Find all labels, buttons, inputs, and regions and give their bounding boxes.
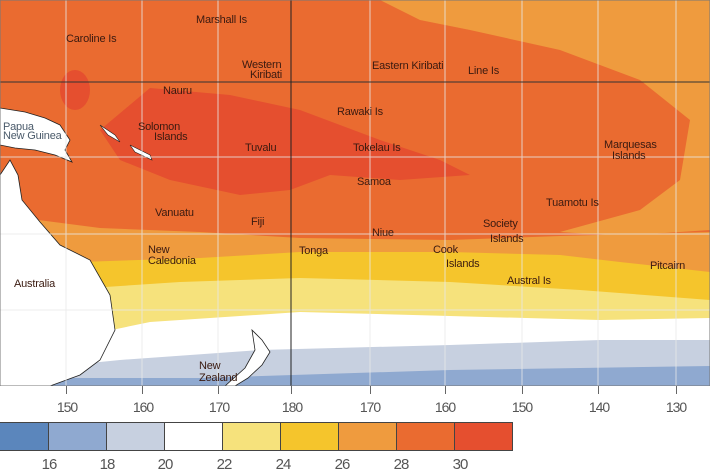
label-australia: Australia xyxy=(14,278,55,290)
sea-surface-temperature-map xyxy=(0,0,710,386)
longitude-tick-label: 140 xyxy=(588,399,610,415)
legend-swatch xyxy=(0,422,49,451)
label-pitcairn: Pitcairn xyxy=(650,260,686,272)
label-cook-islands: Islands xyxy=(446,258,480,270)
longitude-tick-label: 170 xyxy=(208,399,230,415)
legend-label: 30 xyxy=(452,456,469,473)
color-legend xyxy=(0,422,513,451)
papua-new-guinea-land xyxy=(0,107,73,163)
label-line-islands: Line Is xyxy=(468,65,500,77)
label-papua: Papua xyxy=(3,121,34,133)
label-marquesas-islands: Islands xyxy=(612,150,646,162)
longitude-tick-label: 130 xyxy=(665,399,687,415)
label-society-islands: Islands xyxy=(490,233,524,245)
new-zealand-land xyxy=(224,328,271,386)
longitude-tick-label: 180 xyxy=(281,399,303,415)
label-cook: Cook xyxy=(433,244,458,256)
longitude-tick-label: 160 xyxy=(132,399,154,415)
label-nauru: Nauru xyxy=(163,85,192,97)
longitude-tick-label: 160 xyxy=(434,399,456,415)
longitude-tick-label: 150 xyxy=(56,399,78,415)
legend-swatch xyxy=(455,422,513,451)
australia-land xyxy=(0,159,116,386)
legend-swatch xyxy=(281,422,339,451)
tick-mark xyxy=(676,386,677,394)
label-society: Society xyxy=(483,218,518,230)
legend-swatch xyxy=(339,422,397,451)
legend-swatch xyxy=(165,422,223,451)
tick-mark xyxy=(522,386,523,394)
label-rawaki: Rawaki Is xyxy=(337,106,383,118)
label-tuamotu: Tuamotu Is xyxy=(546,197,599,209)
label-western-kiribati-2: Kiribati xyxy=(250,69,283,81)
label-western-kiribati: Western xyxy=(242,59,282,71)
legend-label: 24 xyxy=(275,456,292,473)
legend-label: 26 xyxy=(334,456,351,473)
label-new-zealand: New xyxy=(199,360,221,372)
tick-mark xyxy=(142,386,143,394)
legend-label: 18 xyxy=(99,456,116,473)
label-zealand: Zealand xyxy=(199,372,238,384)
label-solomon-islands: Islands xyxy=(154,131,188,143)
tick-mark xyxy=(66,386,67,394)
label-austral: Austral Is xyxy=(507,275,551,287)
legend-label: 22 xyxy=(216,456,233,473)
label-caledonia: Caledonia xyxy=(148,255,196,267)
label-tonga: Tonga xyxy=(299,245,328,257)
graticule xyxy=(0,0,710,386)
label-tokelau: Tokelau Is xyxy=(353,142,401,154)
tick-mark xyxy=(218,386,219,394)
label-tuvalu: Tuvalu xyxy=(245,142,277,154)
longitude-tick-label: 150 xyxy=(511,399,533,415)
tick-mark xyxy=(598,386,599,394)
legend-swatch xyxy=(107,422,165,451)
label-eastern-kiribati: Eastern Kiribati xyxy=(372,60,444,72)
solomon-islands-land xyxy=(99,124,153,161)
legend-swatch xyxy=(49,422,107,451)
tick-mark xyxy=(291,386,292,394)
legend-swatch xyxy=(397,422,455,451)
label-vanuatu: Vanuatu xyxy=(155,207,194,219)
band-30-plus-spot xyxy=(60,70,90,110)
band-16-18 xyxy=(0,366,710,386)
legend-swatch xyxy=(223,422,281,451)
label-marshall-islands: Marshall Is xyxy=(196,14,247,26)
label-caroline-islands: Caroline Is xyxy=(66,33,117,45)
label-samoa: Samoa xyxy=(357,176,391,188)
tick-mark xyxy=(370,386,371,394)
band-30-plus xyxy=(100,88,470,195)
label-fiji: Fiji xyxy=(251,216,265,228)
tick-mark xyxy=(445,386,446,394)
label-marquesas: Marquesas xyxy=(604,139,657,151)
legend-label: 28 xyxy=(393,456,410,473)
legend-label: 20 xyxy=(157,456,174,473)
label-new-guinea: New Guinea xyxy=(3,130,62,142)
longitude-tick-label: 170 xyxy=(359,399,381,415)
label-new-caledonia: New xyxy=(148,244,170,256)
label-solomon: Solomon xyxy=(138,121,181,133)
band-26-28-north xyxy=(380,0,710,236)
legend-label: 16 xyxy=(41,456,58,473)
label-niue: Niue xyxy=(372,227,394,239)
